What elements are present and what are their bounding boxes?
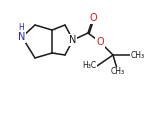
Text: N: N: [18, 32, 26, 42]
Text: CH₃: CH₃: [111, 67, 125, 76]
Text: **: **: [53, 28, 58, 32]
Text: **: **: [53, 51, 58, 55]
Text: H: H: [18, 22, 24, 31]
Text: O: O: [96, 37, 104, 47]
Text: O: O: [89, 13, 97, 23]
Text: H₃C: H₃C: [82, 61, 96, 70]
Text: N: N: [69, 35, 77, 45]
Text: CH₃: CH₃: [131, 51, 145, 60]
